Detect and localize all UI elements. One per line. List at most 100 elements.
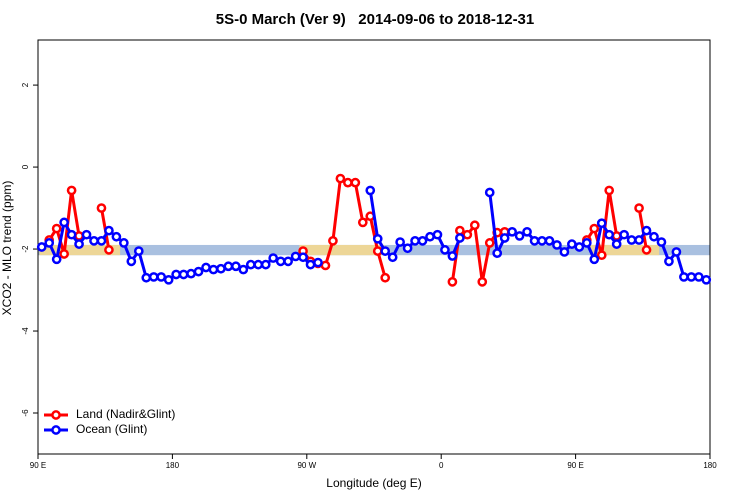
x-tick-label: 180: [703, 461, 717, 470]
data-point: [372, 246, 383, 256]
data-point: [320, 260, 331, 271]
data-point: [74, 239, 84, 249]
band: [590, 244, 660, 256]
data-point: [417, 236, 428, 246]
legend-marker: [51, 425, 61, 435]
data-point: [641, 225, 652, 236]
data-point: [59, 217, 69, 228]
data-point: [313, 257, 323, 268]
data-point: [66, 185, 77, 196]
legend-label: Land (Nadir&Glint): [76, 407, 175, 421]
data-point: [51, 254, 62, 265]
data-point: [581, 238, 592, 248]
data-point: [529, 236, 540, 246]
data-point: [148, 272, 159, 282]
x-tick-label: 90 E: [30, 461, 46, 470]
data-point: [611, 239, 622, 249]
x-tick-label: 90 W: [297, 461, 316, 470]
data-point: [664, 256, 674, 267]
x-tick-label: 90 E: [567, 461, 583, 470]
data-point: [186, 268, 196, 279]
data-point: [96, 236, 107, 246]
data-point: [499, 233, 510, 243]
data-point: [462, 229, 473, 240]
y-tick-label: 2: [21, 82, 30, 87]
data-point: [447, 251, 458, 261]
data-point: [649, 231, 659, 242]
y-tick-label: -4: [21, 327, 30, 335]
data-point: [425, 231, 435, 242]
data-point: [163, 274, 174, 285]
data-point: [671, 247, 682, 257]
data-point: [567, 239, 577, 249]
data-point: [641, 245, 652, 255]
data-point: [343, 177, 353, 188]
data-point: [507, 226, 517, 237]
data-point: [36, 242, 47, 252]
data-point: [111, 231, 122, 242]
data-point: [74, 231, 84, 241]
data-point: [81, 229, 92, 240]
x-tick-label: 0: [439, 461, 444, 470]
data-point: [59, 249, 69, 259]
y-axis-label: XCO2 - MLO trend (ppm): [0, 181, 14, 316]
data-point: [619, 229, 629, 240]
data-point: [626, 235, 637, 245]
data-point: [469, 220, 480, 231]
data-point: [537, 236, 547, 246]
data-point: [447, 276, 458, 287]
data-point: [611, 231, 622, 241]
legend-marker: [51, 410, 61, 420]
data-point: [455, 225, 465, 236]
data-point: [372, 233, 383, 244]
data-point: [679, 272, 689, 282]
data-point: [171, 269, 181, 280]
data-point: [104, 225, 114, 236]
data-point: [89, 236, 99, 246]
data-point: [574, 242, 585, 252]
y-tick-label: -2: [21, 245, 30, 253]
data-point: [104, 245, 114, 255]
data-point: [455, 233, 465, 243]
data-point: [365, 185, 376, 196]
data-point: [201, 262, 211, 273]
data-point: [604, 229, 615, 240]
data-point: [596, 218, 607, 229]
data-point: [686, 272, 697, 282]
band: [299, 244, 385, 256]
data-point: [552, 240, 562, 250]
x-tick-label: 180: [166, 461, 180, 470]
data-point: [305, 259, 316, 270]
data-point: [156, 272, 167, 282]
data-point: [283, 256, 293, 267]
data-point: [298, 252, 308, 263]
data-point: [596, 250, 607, 261]
data-point: [440, 245, 450, 255]
data-point: [178, 269, 189, 280]
data-point: [380, 246, 391, 256]
data-point: [231, 261, 241, 272]
legend-label: Ocean (Glint): [76, 422, 147, 436]
data-point: [223, 261, 234, 272]
data-point: [245, 259, 256, 270]
data-point: [477, 276, 488, 287]
data-point: [604, 185, 615, 196]
data-point: [634, 235, 644, 245]
series-line: [47, 176, 649, 283]
data-point: [634, 203, 644, 213]
data-point: [44, 238, 55, 248]
data-point: [119, 238, 129, 248]
data-point: [193, 266, 204, 277]
data-point: [350, 177, 361, 188]
chart-title: 5S-0 March (Ver 9) 2014-09-06 to 2018-12…: [216, 11, 535, 28]
data-point: [693, 272, 704, 282]
data-point: [253, 259, 264, 270]
data-point: [141, 272, 152, 283]
data-point: [126, 256, 137, 267]
data-point: [357, 217, 368, 228]
data-point: [701, 274, 712, 285]
data-point: [96, 203, 107, 213]
data-point: [66, 229, 77, 240]
data-point: [275, 256, 286, 267]
